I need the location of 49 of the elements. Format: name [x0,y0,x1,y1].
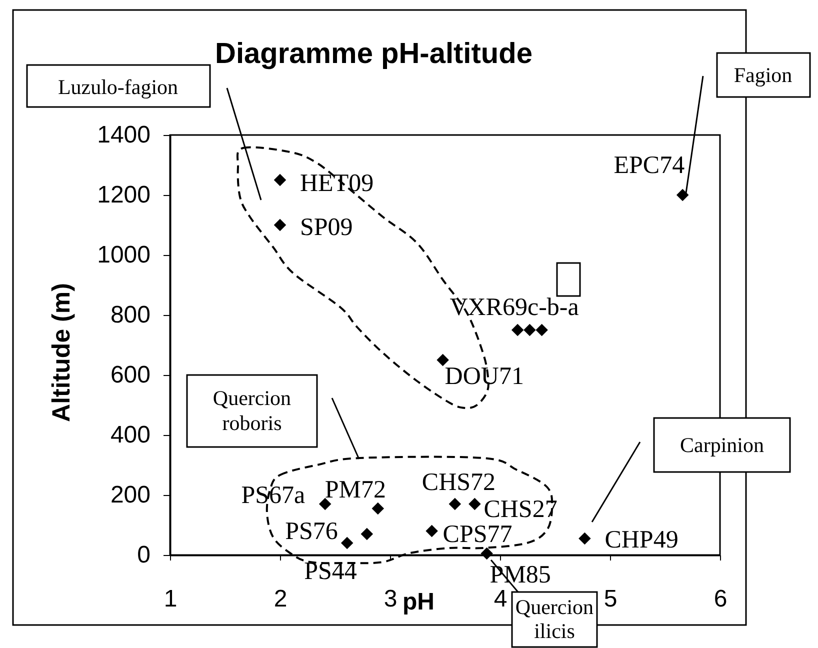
y-tick-label: 1400 [97,122,150,148]
point [372,502,384,515]
x-tick-label: 2 [274,586,288,612]
point [274,218,286,232]
point [318,498,332,510]
annotation: HET09 [300,170,374,197]
x-tick-label: 1 [164,586,178,612]
annotation: PM72 [324,476,386,504]
annotation: CHP49 [604,526,678,554]
point [511,324,524,336]
point [578,532,591,545]
annotation: CHS27 [484,496,558,523]
x-axis-title: pH [402,588,434,616]
point [360,528,374,540]
x-tick-label: 4 [494,586,508,612]
annotation: PS76 [285,518,338,545]
point [426,524,438,538]
point [274,174,286,186]
point [448,498,462,510]
annotation: CPS77 [442,521,512,548]
y-tick-label: 200 [110,482,150,508]
annotation: EPC74 [614,152,686,179]
y-tick-label: 1000 [97,242,150,268]
y-tick-label: 600 [110,362,150,388]
y-tick-label: 0 [137,542,150,568]
y-tick-label: 800 [110,302,150,328]
point [524,324,536,336]
point [340,536,354,550]
annotation: DOU71 [444,363,524,390]
point [436,354,449,366]
text: Luzulo-fagion [58,75,179,99]
y-tick-label: 1200 [97,182,150,208]
x-tick-label: 6 [714,586,728,612]
chart-title: Diagramme pH-altitude [215,38,532,70]
annotation: PS67a [241,482,306,509]
y-axis-title: Altitude (m) [48,283,76,422]
annotation: VXR69c-b-a [450,294,579,321]
annotation: SP09 [300,214,353,241]
annotation: Quercion roboris [212,386,292,435]
annotation: Carpinion [680,433,764,457]
text: Fagion [734,63,793,87]
y-tick-label: 400 [110,422,150,448]
point [536,324,548,336]
point [480,547,493,560]
point [676,188,689,202]
annotation: CHS72 [422,469,496,496]
x-tick-label: 3 [384,586,398,612]
x-tick-label: 5 [604,586,618,612]
point [468,498,481,510]
